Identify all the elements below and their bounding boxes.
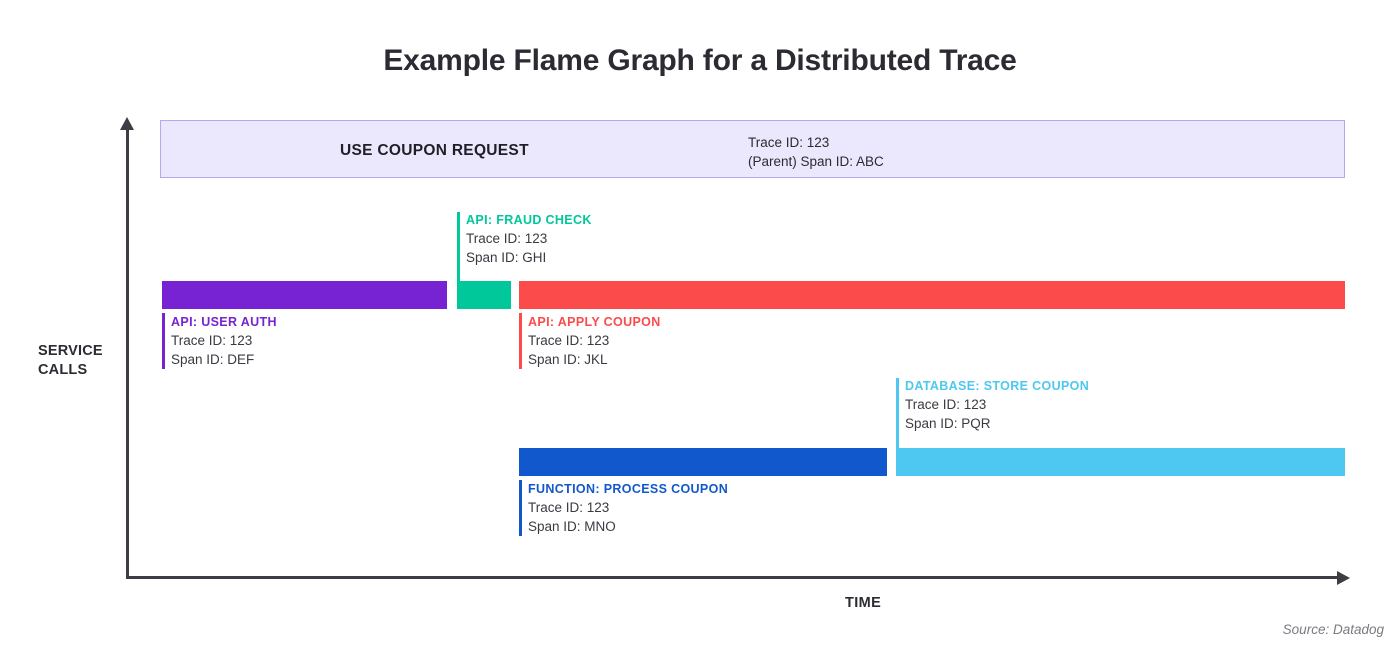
trace-id-apply-coupon: Trace ID: 123	[528, 333, 610, 348]
span-label-user-auth: API: USER AUTH	[171, 315, 277, 329]
span-label-block-store-coupon: DATABASE: STORE COUPON Trace ID: 123 Spa…	[896, 378, 1089, 433]
span-connector-process-coupon	[519, 480, 522, 536]
y-axis-label-line2: CALLS	[38, 362, 88, 378]
trace-id-root: Trace ID: 123	[748, 135, 830, 150]
span-id-root: (Parent) Span ID: ABC	[748, 153, 884, 169]
source-attribution: Source: Datadog	[1282, 622, 1384, 637]
span-bar-apply-coupon[interactable]	[519, 281, 1345, 309]
span-id-process-coupon: Span ID: MNO	[528, 519, 616, 534]
span-id-user-auth: Span ID: DEF	[171, 352, 255, 367]
trace-id-fraud-check: Trace ID: 123	[466, 231, 548, 246]
span-label-block-process-coupon: FUNCTION: PROCESS COUPON Trace ID: 123 S…	[519, 481, 728, 536]
x-axis-line	[126, 576, 1339, 579]
span-label-store-coupon: DATABASE: STORE COUPON	[905, 379, 1090, 393]
span-id-fraud-check: Span ID: GHI	[466, 250, 547, 265]
trace-id-process-coupon: Trace ID: 123	[528, 500, 610, 515]
span-bar-store-coupon[interactable]	[896, 448, 1345, 476]
y-axis-arrowhead-icon	[120, 117, 134, 130]
span-bar-user-auth[interactable]	[162, 281, 447, 309]
span-bar-fraud-check[interactable]	[457, 281, 511, 309]
span-bar-use-coupon-request[interactable]	[160, 120, 1345, 178]
y-axis-label: SERVICE CALLS	[38, 342, 148, 380]
x-axis-arrowhead-icon	[1337, 571, 1350, 585]
span-label-process-coupon: FUNCTION: PROCESS COUPON	[528, 482, 729, 496]
y-axis-label-line1: SERVICE	[38, 343, 103, 359]
span-label-block-apply-coupon: API: APPLY COUPON Trace ID: 123 Span ID:…	[519, 314, 661, 369]
span-bar-process-coupon[interactable]	[519, 448, 887, 476]
span-connector-apply-coupon	[519, 313, 522, 369]
span-connector-fraud-check	[457, 212, 460, 282]
span-connector-store-coupon	[896, 378, 899, 449]
span-label-fraud-check: API: FRAUD CHECK	[466, 213, 592, 227]
page-title: Example Flame Graph for a Distributed Tr…	[383, 44, 1017, 77]
span-label-block-fraud-check: API: FRAUD CHECK Trace ID: 123 Span ID: …	[457, 212, 592, 267]
trace-id-user-auth: Trace ID: 123	[171, 333, 253, 348]
span-label-apply-coupon: API: APPLY COUPON	[528, 315, 661, 329]
span-label-block-user-auth: API: USER AUTH Trace ID: 123 Span ID: DE…	[162, 314, 277, 369]
span-id-apply-coupon: Span ID: JKL	[528, 352, 608, 367]
x-axis-label: TIME	[845, 595, 882, 611]
span-connector-user-auth	[162, 313, 165, 369]
span-label-use-coupon-request: USE COUPON REQUEST	[340, 142, 529, 159]
y-axis-line	[126, 128, 129, 579]
span-meta-use-coupon-request: Trace ID: 123 (Parent) Span ID: ABC	[748, 134, 884, 171]
trace-id-store-coupon: Trace ID: 123	[905, 397, 987, 412]
span-id-store-coupon: Span ID: PQR	[905, 416, 991, 431]
